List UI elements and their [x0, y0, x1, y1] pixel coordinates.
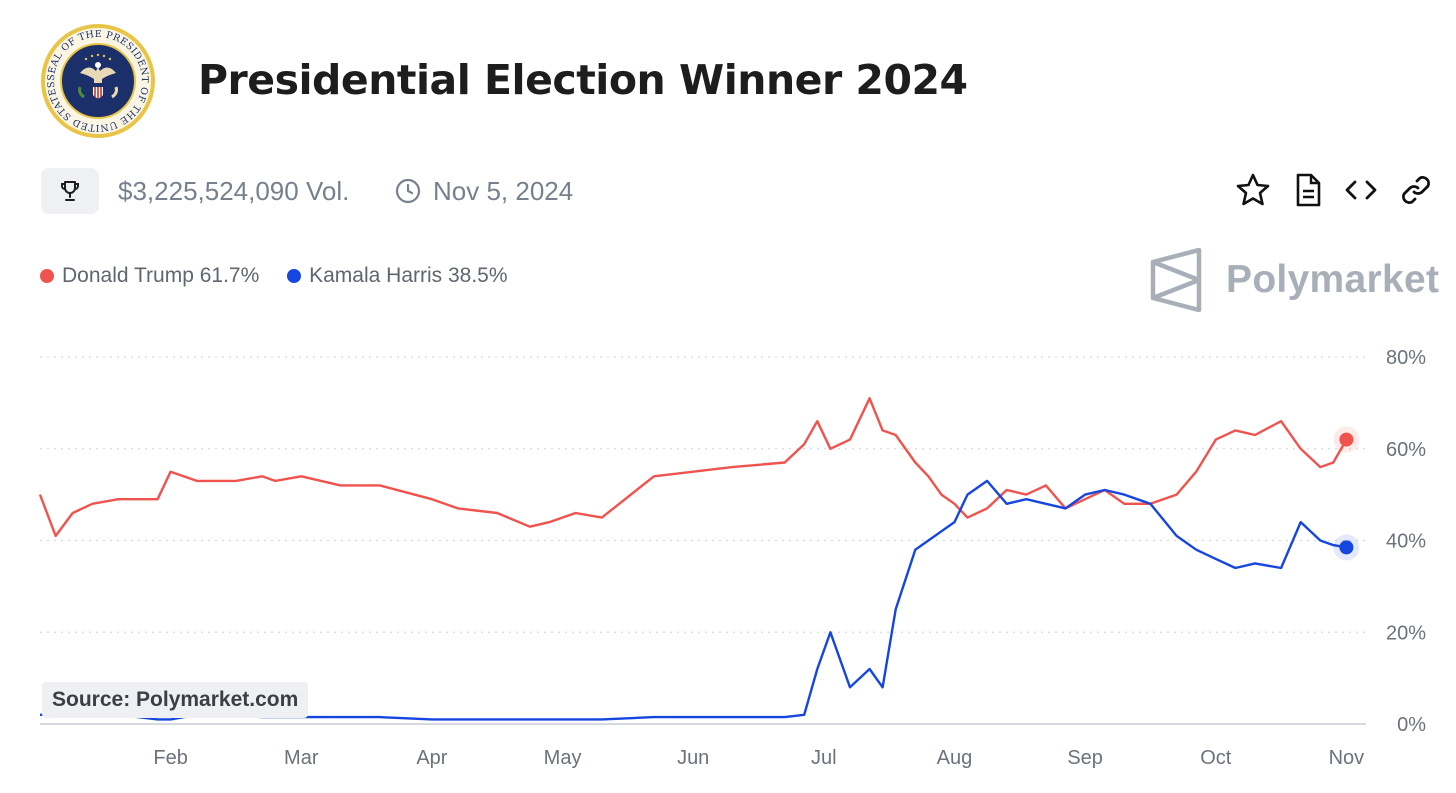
legend-dot-harris	[287, 269, 302, 283]
x-tick-label: Jul	[811, 747, 837, 769]
trophy-button[interactable]	[41, 168, 99, 214]
end-date-text: Nov 5, 2024	[433, 176, 574, 206]
x-tick-label: Mar	[284, 747, 319, 769]
price-history-chart: 0% 20% 40% 60% 80% Feb Mar Apr May Jun Jul Aug Sep Oc…	[38, 347, 1426, 769]
x-tick-label: Apr	[416, 747, 447, 769]
chart-legend: Donald Trump 61.7% Kamala Harris 38.5%	[40, 264, 530, 296]
x-tick-label: Feb	[153, 747, 187, 769]
y-tick-label: 80%	[1386, 347, 1426, 369]
polymarket-logo-icon	[1150, 248, 1202, 312]
brand-name: Polymarket	[1226, 258, 1440, 301]
y-tick-label: 60%	[1386, 439, 1426, 461]
trophy-icon	[61, 181, 79, 201]
y-tick-label: 0%	[1397, 714, 1426, 736]
series-end-point[interactable]	[1339, 432, 1354, 447]
code-icon[interactable]	[1342, 172, 1380, 208]
legend-item-trump[interactable]: Donald Trump 61.7%	[40, 264, 259, 288]
x-tick-label: May	[544, 747, 582, 769]
star-icon[interactable]	[1234, 172, 1272, 208]
series-end-point[interactable]	[1339, 540, 1354, 555]
x-tick-label: Nov	[1329, 747, 1365, 769]
document-icon[interactable]	[1291, 172, 1325, 208]
x-tick-label: Aug	[937, 747, 973, 769]
y-tick-label: 20%	[1386, 622, 1426, 644]
page-title: Presidential Election Winner 2024	[198, 56, 968, 104]
x-tick-label: Sep	[1067, 747, 1103, 769]
x-tick-label: Oct	[1200, 747, 1232, 769]
y-tick-label: 40%	[1386, 531, 1426, 553]
volume-text: $3,225,524,090 Vol.	[118, 176, 350, 206]
legend-label-trump: Donald Trump 61.7%	[62, 264, 260, 287]
clock-icon	[395, 178, 421, 204]
legend-item-harris[interactable]: Kamala Harris 38.5%	[287, 264, 508, 288]
polymarket-brand: Polymarket	[1150, 248, 1439, 312]
presidential-seal: SEAL OF THE PRESIDENT OF THE UNITED STAT…	[41, 24, 155, 138]
series-line-trump	[38, 397, 1348, 538]
link-icon[interactable]	[1398, 172, 1434, 208]
source-label: Source: Polymarket.com	[42, 682, 309, 718]
legend-label-harris: Kamala Harris 38.5%	[309, 264, 508, 287]
legend-dot-trump	[40, 269, 54, 283]
x-tick-label: Jun	[677, 747, 709, 769]
